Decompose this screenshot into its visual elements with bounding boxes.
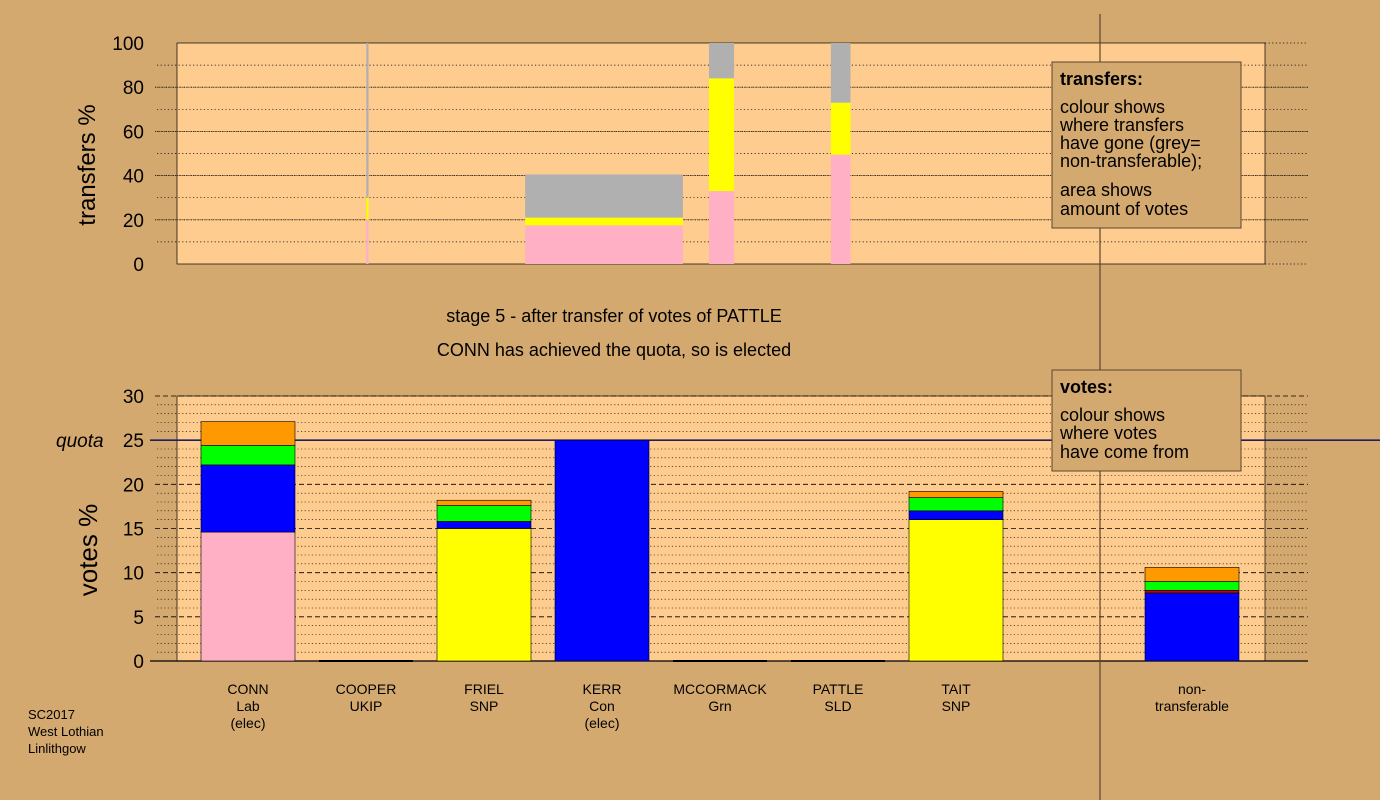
vote-bar-orange <box>200 421 296 446</box>
transfers-tick-label: 20 <box>123 211 144 232</box>
transfers-tick-label: 60 <box>123 122 144 143</box>
transfer-bar-grey <box>830 43 851 103</box>
transfers-legend-title: transfers: <box>1060 69 1143 89</box>
transfer-bar-pink <box>830 154 851 264</box>
transfers-legend-line: amount of votes <box>1060 199 1188 219</box>
category-label: SNP <box>470 698 499 714</box>
vote-bar-green <box>908 497 1004 512</box>
transfers-tick-label: 0 <box>133 255 144 276</box>
category-label: (elec) <box>584 715 619 731</box>
votes-tick-label: 5 <box>133 608 144 629</box>
transfer-bar-grey <box>709 43 735 79</box>
stage-subtitle: CONN has achieved the quota, so is elect… <box>437 340 791 360</box>
category-label: Lab <box>236 698 260 714</box>
votes-tick-label: 30 <box>123 387 144 408</box>
footer-line-3: Linlithgow <box>28 741 86 756</box>
transfers-tick-label: 40 <box>123 167 144 188</box>
vote-bar-orange <box>908 491 1004 498</box>
footer-line-1: SC2017 <box>28 707 75 722</box>
vote-bar-green <box>200 445 296 466</box>
category-label: (elec) <box>230 715 265 731</box>
votes-legend-line: where votes <box>1059 423 1157 443</box>
category-label: CONN <box>227 681 268 697</box>
transfer-bar-yellow <box>709 78 735 192</box>
stage-title: stage 5 - after transfer of votes of PAT… <box>446 306 781 326</box>
transfer-bar-yellow <box>366 197 369 220</box>
transfers-legend-line: colour shows <box>1060 97 1165 117</box>
category-label: SNP <box>942 698 971 714</box>
votes-tick-label: 25 <box>123 431 144 452</box>
votes-tick-label: 15 <box>123 520 144 541</box>
category-label: Grn <box>708 698 731 714</box>
votes-legend-line: colour shows <box>1060 405 1165 425</box>
footer-line-2: West Lothian <box>28 724 104 739</box>
transfers-legend: transfers: colour shows where transfers … <box>1051 61 1242 229</box>
transfers-axis-label: transfers % <box>74 104 101 225</box>
votes-legend: votes: colour shows where votes have com… <box>1051 369 1242 472</box>
votes-tick-label: 0 <box>133 652 144 673</box>
vote-bar-yellow <box>908 519 1004 662</box>
votes-tick-label: 20 <box>123 475 144 496</box>
category-label: SLD <box>824 698 851 714</box>
transfer-bar-pink <box>366 219 369 264</box>
vote-bar-blue <box>554 439 650 662</box>
transfer-bar-pink <box>525 225 683 264</box>
transfers-tick-label: 100 <box>112 34 144 55</box>
vote-bar-blue <box>436 521 532 529</box>
transfers-legend-line: where transfers <box>1059 115 1184 135</box>
transfer-bar-grey <box>366 43 369 264</box>
category-label: TAIT <box>941 681 971 697</box>
category-label: UKIP <box>350 698 383 714</box>
transfer-bar-yellow <box>525 217 683 226</box>
transfers-legend-line: non-transferable); <box>1060 151 1202 171</box>
category-label: transferable <box>1155 698 1229 714</box>
vote-bar-green <box>436 505 532 522</box>
votes-axis-label: votes % <box>73 504 103 597</box>
votes-legend-title: votes: <box>1060 377 1113 397</box>
category-label: non- <box>1178 681 1206 697</box>
votes-legend-box <box>1051 369 1242 472</box>
transfer-bar-yellow <box>830 102 851 155</box>
category-label: PATTLE <box>813 681 864 697</box>
vote-bar-pink <box>200 531 296 662</box>
transfers-legend-line: have gone (grey= <box>1060 133 1201 153</box>
vote-bar-blue <box>200 464 296 533</box>
quota-label: quota <box>56 431 104 452</box>
transfer-bar-grey <box>525 174 683 218</box>
vote-bar-yellow <box>436 528 532 662</box>
category-label: Con <box>589 698 615 714</box>
category-label: MCCORMACK <box>673 681 767 697</box>
transfer-bar-pink <box>709 191 735 264</box>
votes-legend-line: have come from <box>1060 442 1189 462</box>
category-label: FRIEL <box>464 681 504 697</box>
vote-bar-orange <box>1144 567 1240 582</box>
category-label: KERR <box>583 681 622 697</box>
transfers-tick-label: 80 <box>123 78 144 99</box>
votes-tick-label: 10 <box>123 564 144 585</box>
vote-bar-blue <box>908 510 1004 520</box>
transfers-legend-box <box>1051 61 1242 229</box>
vote-bar-orange <box>436 499 532 506</box>
transfers-legend-line: area shows <box>1060 180 1152 200</box>
annotations: stage 5 - after transfer of votes of PAT… <box>28 306 791 756</box>
vote-bar-red <box>1144 590 1240 594</box>
vote-bar-blue <box>1144 592 1240 662</box>
vote-bar-green <box>1144 581 1240 591</box>
category-label: COOPER <box>336 681 397 697</box>
